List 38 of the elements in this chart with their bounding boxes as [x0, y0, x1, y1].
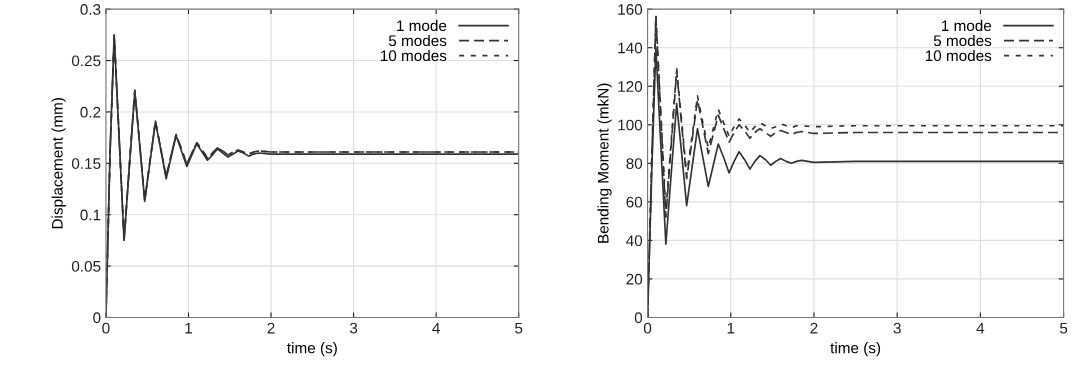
y-tick-label: 160: [618, 4, 643, 15]
x-tick-label: 4: [976, 322, 985, 334]
x-tick-label: 1: [185, 322, 192, 334]
legend-label: 5 modes: [933, 34, 992, 47]
y-tick-label: 100: [618, 119, 643, 131]
x-tick-label: 5: [515, 322, 523, 334]
x-axis-title: time (s): [287, 342, 337, 357]
x-tick-label: 1: [727, 322, 735, 334]
y-tick-label: 20: [626, 273, 643, 285]
x-tick-label: 3: [349, 322, 358, 334]
y-tick-label: 0.2: [80, 106, 101, 118]
x-tick-label: 2: [810, 322, 818, 334]
y-tick-label: 0.1: [80, 209, 101, 221]
legend-label: 1 mode: [397, 19, 447, 32]
y-tick-label: 0: [634, 312, 643, 324]
y-tick-label: 0.15: [71, 158, 101, 169]
x-tick-label: 5: [1059, 322, 1068, 334]
legend-label: 10 modes: [925, 49, 992, 62]
x-tick-label: 4: [432, 322, 440, 334]
y-tick-label: 60: [626, 196, 643, 208]
x-tick-label: 3: [893, 322, 901, 334]
legend-label: 1 mode: [942, 19, 992, 32]
legend-label: 5 modes: [388, 34, 447, 47]
y-tick-label: 0.05: [71, 260, 101, 272]
y-tick-label: 0.3: [80, 4, 101, 15]
y-tick-label: 120: [618, 81, 643, 92]
y-axis-title: Bending Moment (mkN): [597, 83, 612, 243]
y-tick-label: 140: [618, 42, 643, 54]
x-tick-label: 2: [267, 322, 275, 334]
y-axis-title: Displacement (mm): [51, 98, 66, 229]
y-tick-label: 0: [93, 312, 101, 324]
x-axis-title: time (s): [830, 342, 881, 357]
y-tick-label: 0.25: [71, 55, 101, 67]
y-tick-label: 40: [626, 235, 643, 247]
y-tick-label: 80: [626, 158, 643, 169]
legend-label: 10 modes: [380, 49, 447, 62]
x-tick-label: 0: [102, 322, 110, 334]
x-tick-label: 0: [643, 322, 652, 334]
